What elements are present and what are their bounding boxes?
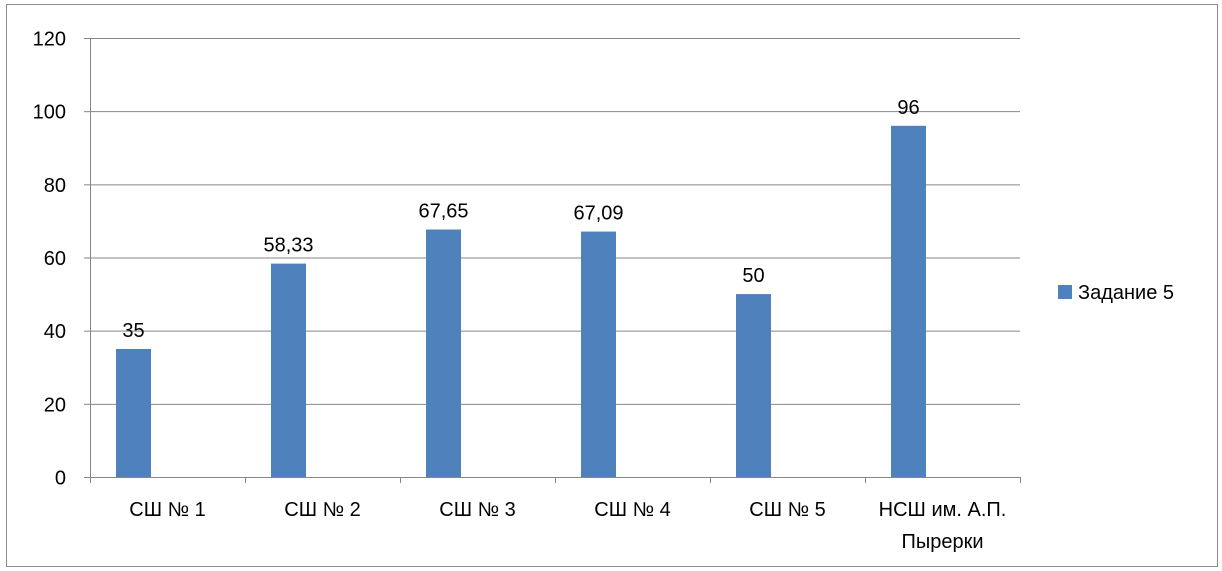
data-labels: 35 58,33 67,65 67,09 50 96 [122, 97, 919, 342]
y-tick-label: 60 [44, 248, 66, 270]
axes: 0 20 40 60 80 100 120 СШ № 1 СШ № 2 СШ № 3 СШ № 4 С… [33, 29, 1021, 553]
bar [581, 231, 616, 477]
x-category-label: СШ № 4 [594, 499, 670, 521]
data-label: 58,33 [263, 235, 313, 257]
bar [891, 125, 926, 478]
data-label: 50 [742, 265, 764, 287]
gridlines [90, 38, 1020, 405]
bar [271, 263, 306, 477]
bar [426, 229, 461, 477]
legend-swatch [1058, 285, 1072, 299]
data-label: 96 [897, 97, 919, 119]
x-category-label: СШ № 1 [129, 499, 205, 521]
x-category-label: СШ № 2 [284, 499, 360, 521]
bar [116, 348, 151, 477]
y-tick-label: 120 [33, 29, 66, 51]
legend: Задание 5 [1058, 282, 1174, 304]
data-label: 67,09 [573, 203, 623, 225]
y-tick-label: 100 [33, 102, 66, 124]
legend-label-series-1: Задание 5 [1078, 282, 1174, 304]
y-tick-label: 40 [44, 321, 66, 343]
x-category-label: СШ № 5 [749, 499, 825, 521]
y-tick-label: 80 [44, 175, 66, 197]
y-tick-label: 0 [55, 468, 66, 490]
x-category-label: НСШ им. А.П. [879, 499, 1007, 521]
data-label: 67,65 [418, 201, 468, 223]
bar [736, 294, 771, 477]
bars [116, 125, 926, 478]
data-label: 35 [122, 320, 144, 342]
x-category-label: СШ № 3 [439, 499, 515, 521]
x-category-label: Пырерки [901, 531, 983, 553]
y-tick-label: 20 [44, 394, 66, 416]
